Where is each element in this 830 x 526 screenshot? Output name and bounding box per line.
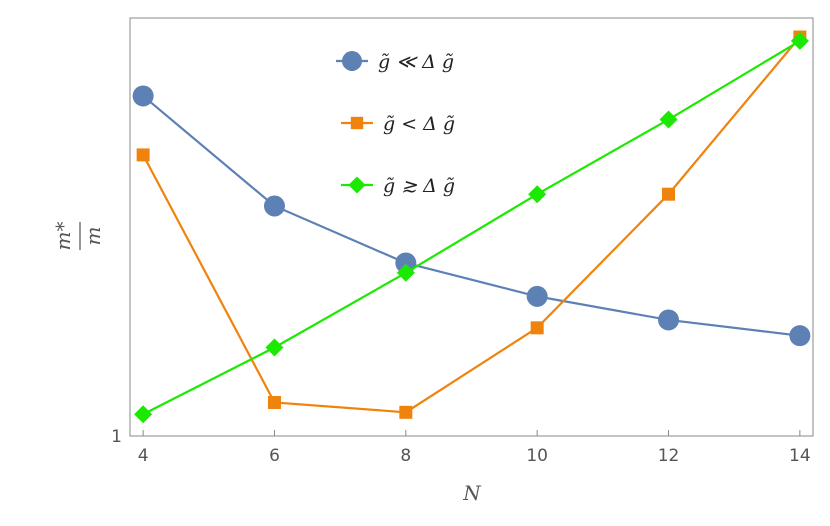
data-point — [395, 252, 417, 274]
legend-item-3: g̃ ≳ Δ g̃ — [341, 175, 455, 197]
legend-swatch-marker — [342, 51, 362, 71]
x-tick-label: 6 — [269, 446, 280, 466]
series-line — [142, 95, 800, 337]
legend-label: g̃ ≳ Δ g̃ — [383, 175, 455, 197]
data-point — [789, 325, 811, 347]
legend-item-2: g̃ < Δ g̃ — [341, 113, 455, 135]
data-point — [263, 195, 285, 217]
data-point — [396, 263, 415, 282]
series-2 — [136, 30, 807, 419]
series-3 — [134, 31, 809, 424]
x-tick-label: 8 — [400, 446, 411, 466]
series-line — [142, 36, 801, 414]
legend-label: g̃ < Δ g̃ — [383, 113, 455, 135]
y-axis-title-denominator: m — [81, 227, 105, 246]
y-axis-title: m* m — [51, 222, 105, 251]
series-1 — [132, 85, 811, 347]
data-point — [790, 31, 809, 50]
x-tick-label: 12 — [658, 446, 680, 466]
data-point — [399, 405, 413, 419]
data-point — [659, 110, 678, 129]
data-point — [526, 285, 548, 307]
series-line — [142, 39, 801, 416]
x-tick-label: 4 — [138, 446, 149, 466]
data-point — [132, 85, 154, 107]
legend-item-1: g̃ ≪ Δ g̃ — [336, 51, 454, 73]
series-layer — [132, 30, 811, 424]
legend-label: g̃ ≪ Δ g̃ — [378, 51, 454, 73]
x-axis-ticks: 4 6 8 10 12 14 — [138, 430, 811, 466]
legend-swatch-marker — [350, 116, 364, 130]
x-axis-title: N — [462, 481, 482, 505]
plot-frame — [129, 17, 814, 437]
data-point — [134, 405, 153, 424]
data-point — [265, 338, 284, 357]
y-axis-ticks: 1 — [111, 427, 136, 447]
data-point — [267, 395, 281, 409]
data-point — [658, 309, 680, 331]
x-tick-label: 14 — [789, 446, 811, 466]
data-point — [662, 187, 676, 201]
data-point — [136, 148, 150, 162]
data-point — [530, 321, 544, 335]
legend-swatch-marker — [348, 176, 366, 194]
y-axis-title-numerator: m* — [51, 222, 75, 251]
data-point — [528, 185, 547, 204]
legend: g̃ ≪ Δ g̃ g̃ < Δ g̃ g̃ ≳ Δ g̃ — [336, 51, 455, 197]
y-tick-label: 1 — [111, 427, 122, 447]
x-tick-label: 10 — [526, 446, 548, 466]
